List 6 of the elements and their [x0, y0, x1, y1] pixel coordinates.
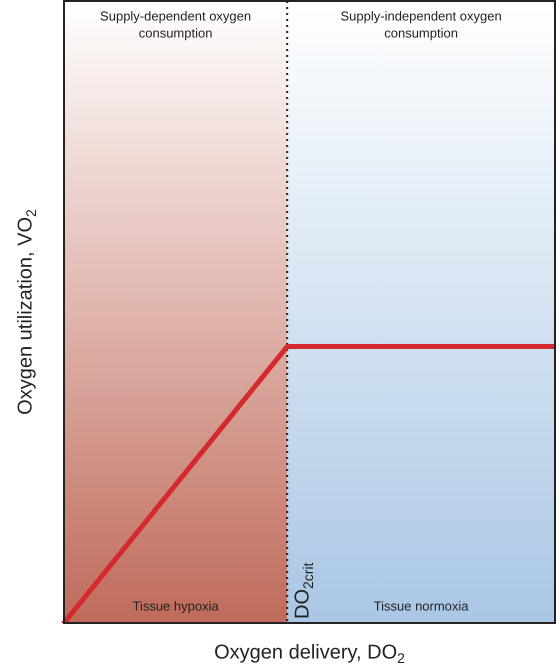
text: Supply-independent oxygen consumption [340, 8, 502, 41]
annotation: Tissue normoxia [374, 598, 470, 614]
text: Supply-dependent oxygen consumption [100, 8, 252, 41]
y-axis-title: Oxygen utilization, VO2 [14, 208, 39, 415]
annotation: Tissue hypoxia [132, 598, 220, 614]
text: DO2crit [292, 562, 316, 619]
